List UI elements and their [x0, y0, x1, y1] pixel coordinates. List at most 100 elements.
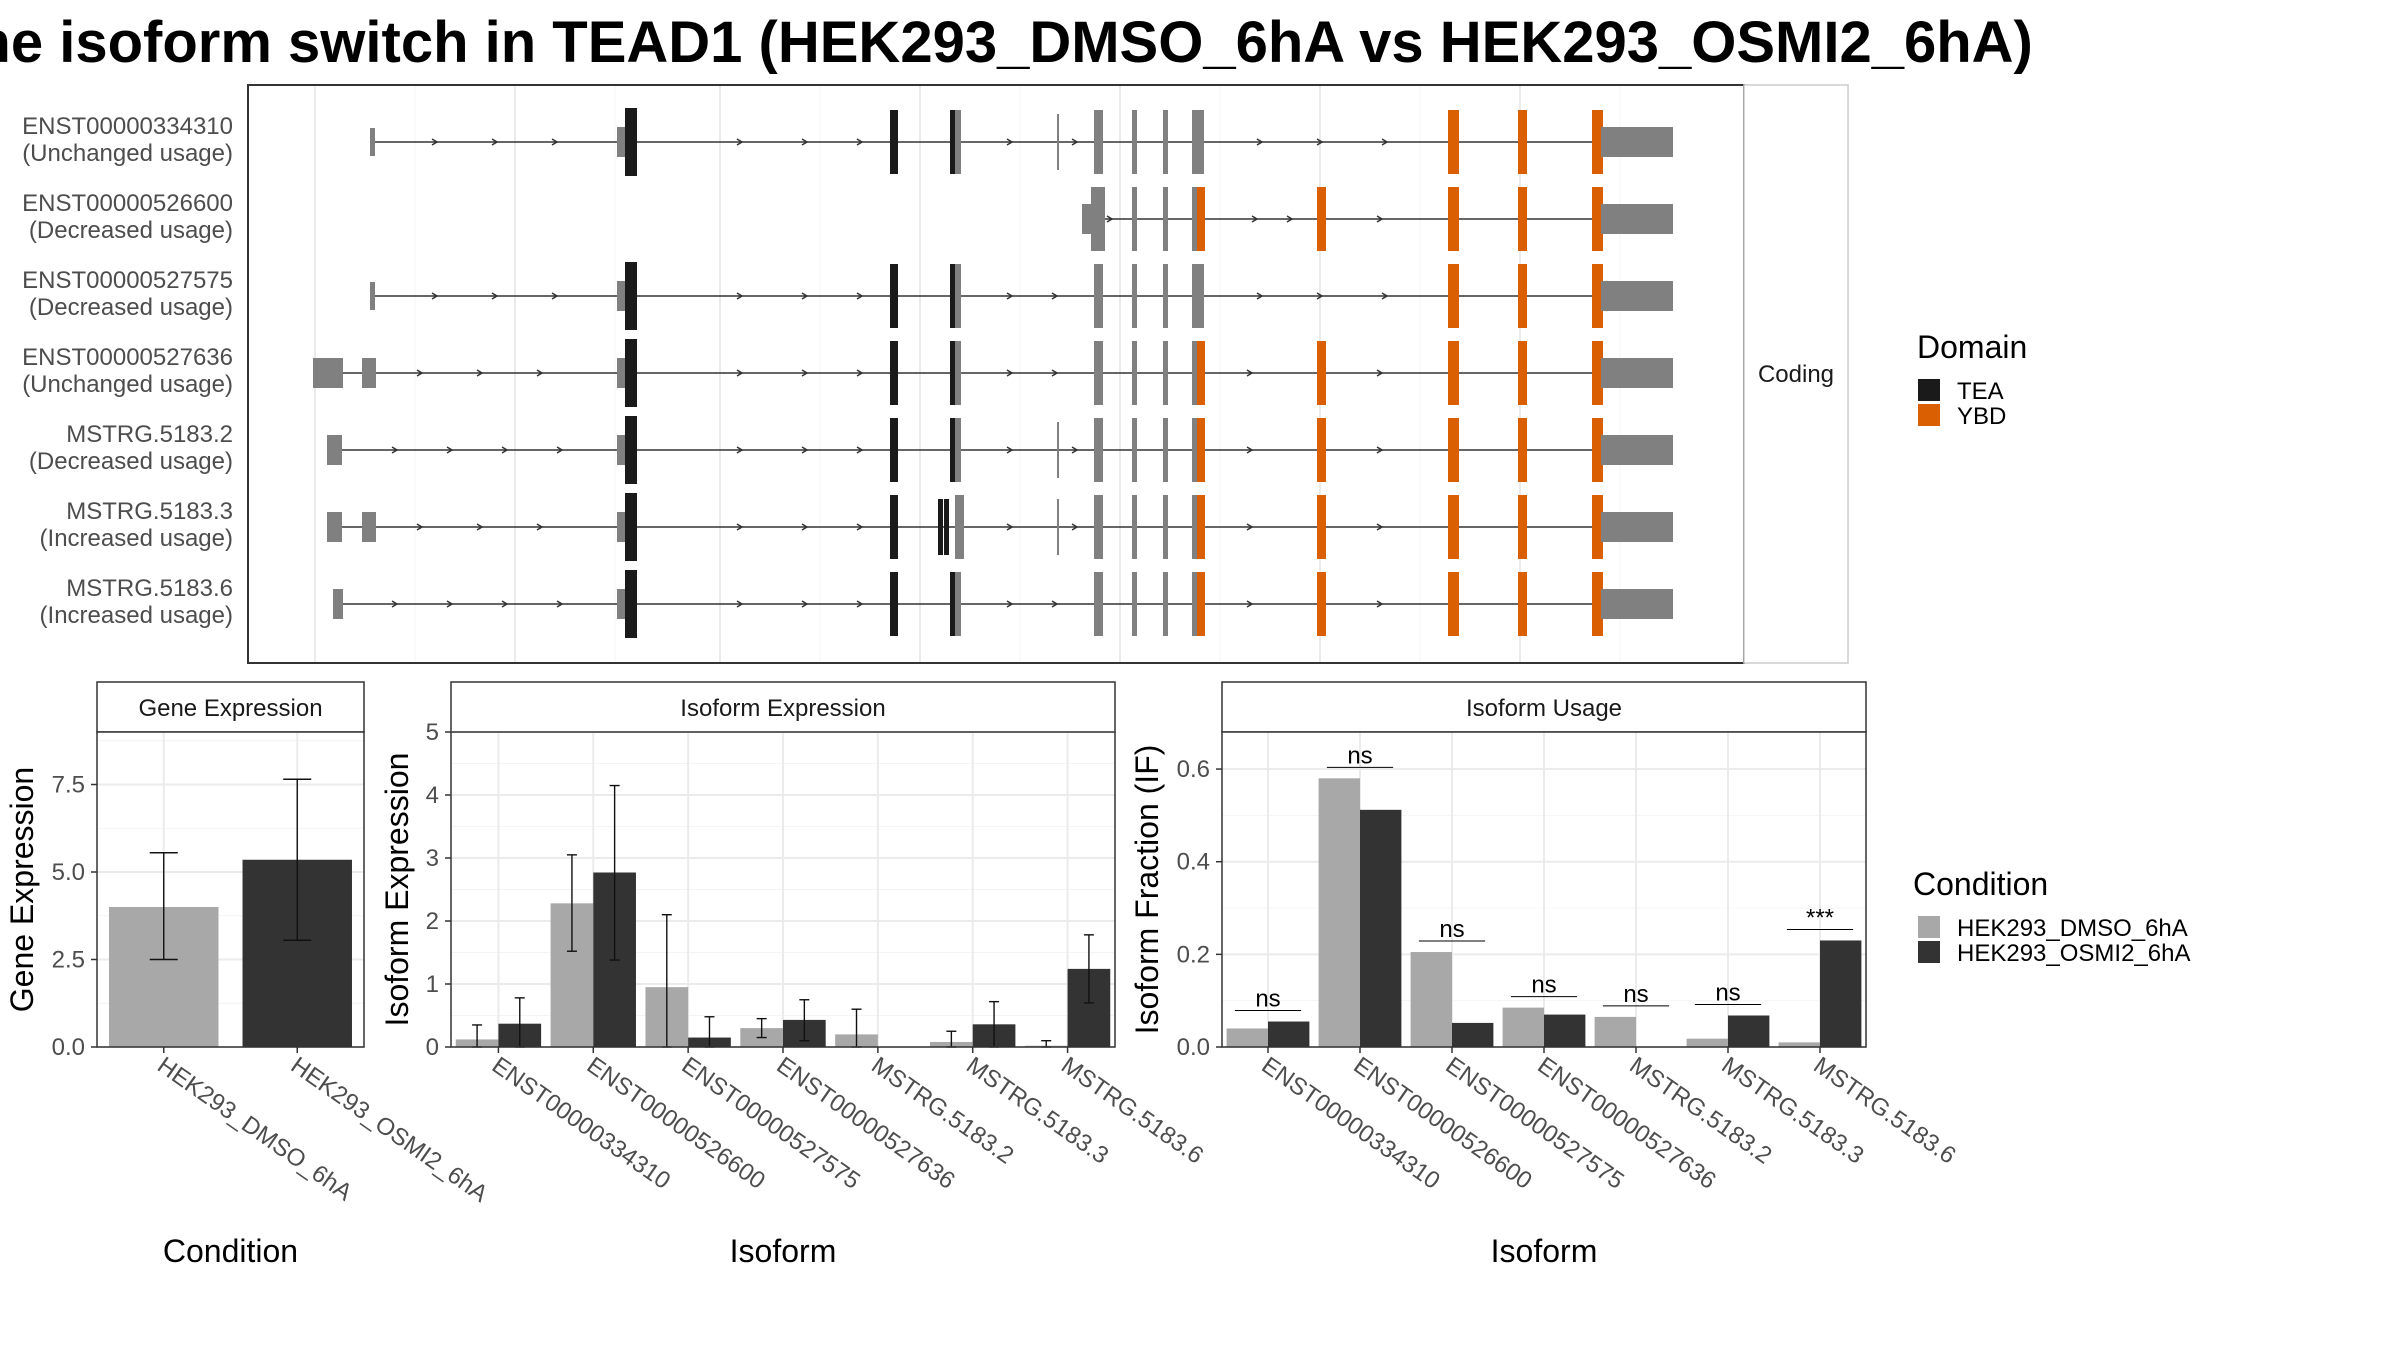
strand-arrow [856, 138, 864, 146]
strand-arrow [736, 292, 744, 300]
x-axis-title: Isoform [730, 1233, 837, 1269]
exon [955, 341, 961, 405]
exon [362, 512, 376, 542]
exon [1163, 572, 1168, 636]
exon [1601, 512, 1673, 542]
exon [1094, 264, 1103, 328]
domain-legend: Domain TEA YBD [1917, 329, 2027, 430]
exon [1192, 341, 1197, 405]
exon-tea [625, 108, 637, 176]
strand-arrow [1381, 292, 1389, 300]
strand-arrow [551, 292, 559, 300]
panel-strip [96, 681, 365, 733]
strand-arrow [1286, 215, 1294, 223]
exon-ybd [1317, 572, 1326, 636]
transcript-row: MSTRG.5183.3(Increased usage) [40, 493, 1673, 561]
legend-key-osmi [1918, 941, 1940, 963]
exon [1057, 499, 1059, 555]
y-tick-label: 2 [426, 908, 439, 935]
exon [1094, 110, 1103, 174]
exon-tea [950, 110, 957, 174]
exon [1057, 422, 1059, 478]
exon-ybd [1197, 418, 1205, 482]
transcript-id-label: ENST00000527575 [22, 267, 233, 294]
strand-arrow [476, 369, 484, 377]
exon [1163, 187, 1168, 251]
exon [955, 572, 961, 636]
exon-tea [625, 493, 637, 561]
bar [1410, 952, 1452, 1047]
exon [617, 435, 625, 465]
exon [617, 512, 625, 542]
y-tick-label: 0.0 [1177, 1034, 1210, 1061]
exon [1163, 418, 1168, 482]
significance-label: ns [1623, 981, 1648, 1008]
panel-border [96, 731, 365, 1048]
exon-tea [950, 264, 957, 328]
exon [1163, 495, 1168, 559]
transcript-usage-label: (Decreased usage) [29, 294, 233, 321]
facet-strip-label: Coding [1758, 361, 1834, 388]
panel-strip-title: Gene Expression [138, 695, 322, 722]
strand-arrow [416, 523, 424, 531]
panel-strip-title: Isoform Usage [1466, 695, 1622, 722]
exon [1192, 187, 1197, 251]
transcript-id-label: ENST00000526600 [22, 190, 233, 217]
strand-arrow [1006, 138, 1014, 146]
exon [617, 358, 625, 388]
exon-tea [890, 495, 898, 559]
strand-arrow [801, 138, 809, 146]
significance-label: ns [1347, 742, 1372, 769]
transcript-panel-border [247, 84, 1745, 664]
exon-ybd [1448, 264, 1459, 328]
strand-arrow [856, 369, 864, 377]
strand-arrow [1071, 446, 1079, 454]
exon [1094, 495, 1103, 559]
exon [1132, 495, 1137, 559]
bar [1778, 1042, 1820, 1047]
significance-label: ns [1439, 916, 1464, 943]
exon-ybd [1448, 187, 1459, 251]
bar [1452, 1022, 1494, 1047]
y-tick-label: 4 [426, 782, 439, 809]
legend-key-dmso [1918, 916, 1940, 938]
exon [955, 110, 961, 174]
strand-arrow [856, 292, 864, 300]
exon-ybd [1518, 264, 1527, 328]
exon-tea [950, 341, 957, 405]
transcript-usage-label: (Unchanged usage) [22, 140, 233, 167]
gene-expression-panel: Gene Expression0.02.55.07.5HEK293_DMSO_6… [4, 681, 493, 1269]
exon [313, 358, 343, 388]
condition-legend-title: Condition [1913, 866, 2048, 902]
isoform-usage-panel: Isoform Usage0.00.20.40.6ENST00000334310… [1129, 681, 1961, 1269]
exon-tea [890, 110, 898, 174]
exon [1192, 110, 1204, 174]
legend-key-ybd [1918, 404, 1940, 426]
transcript-row: ENST00000527575(Decreased usage) [22, 262, 1673, 330]
y-tick-label: 1 [426, 971, 439, 998]
exon [1163, 264, 1168, 328]
strand-arrow [1006, 600, 1014, 608]
exon [955, 418, 961, 482]
exon-tea [944, 499, 949, 555]
strand-arrow [1376, 369, 1384, 377]
strand-arrow [1376, 215, 1384, 223]
strand-arrow [801, 292, 809, 300]
strand-arrow [736, 138, 744, 146]
panel-border [1221, 731, 1867, 1048]
exon [1132, 572, 1137, 636]
transcript-id-label: MSTRG.5183.6 [66, 575, 233, 602]
y-tick-label: 0.2 [1177, 941, 1210, 968]
strand-arrow [1006, 446, 1014, 454]
bar [1594, 1016, 1636, 1047]
y-axis-title: Isoform Expression [379, 753, 415, 1027]
strand-arrow [491, 138, 499, 146]
exon [1601, 281, 1673, 311]
y-tick-label: 7.5 [52, 772, 85, 799]
panel-border [450, 731, 1116, 1048]
exon [1192, 572, 1197, 636]
strand-arrow [1071, 138, 1079, 146]
exon [1192, 264, 1204, 328]
exon-tea [938, 499, 943, 555]
strand-arrow [1051, 292, 1059, 300]
